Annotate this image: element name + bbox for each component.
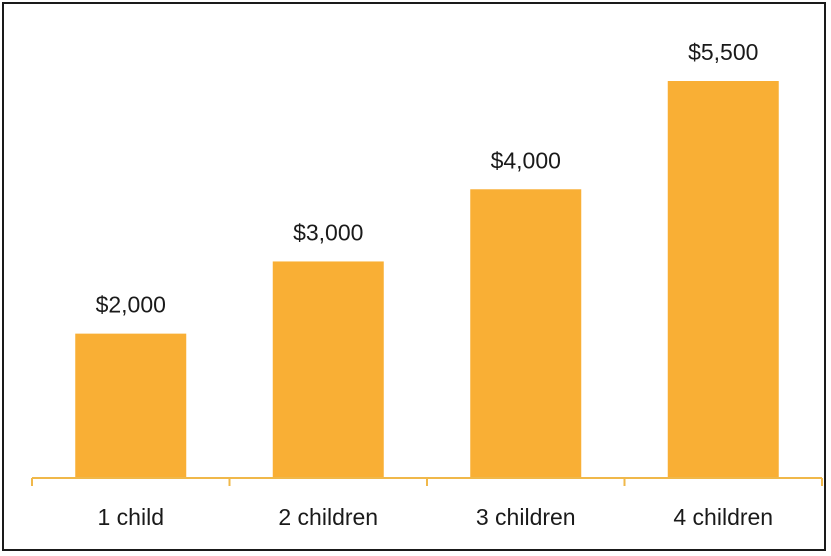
bar [470,189,582,479]
bars-group [75,81,779,479]
bar-value-label: $5,500 [688,39,758,65]
bar [667,81,779,478]
bar-value-label: $3,000 [293,219,363,245]
x-tick-label: 3 children [476,504,576,530]
x-tick-label: 4 children [673,504,773,530]
bar-value-label: $2,000 [96,292,166,318]
bar [75,333,187,478]
bar [272,261,384,478]
x-axis [31,477,823,486]
x-tick-label: 2 children [278,504,378,530]
x-tick-labels-group: 1 child 2 children 3 children 4 children [98,504,774,530]
x-tick-label: 1 child [98,504,164,530]
data-labels-group: $2,000 $3,000 $4,000 $5,500 [96,39,759,318]
bar-value-label: $4,000 [491,147,561,173]
